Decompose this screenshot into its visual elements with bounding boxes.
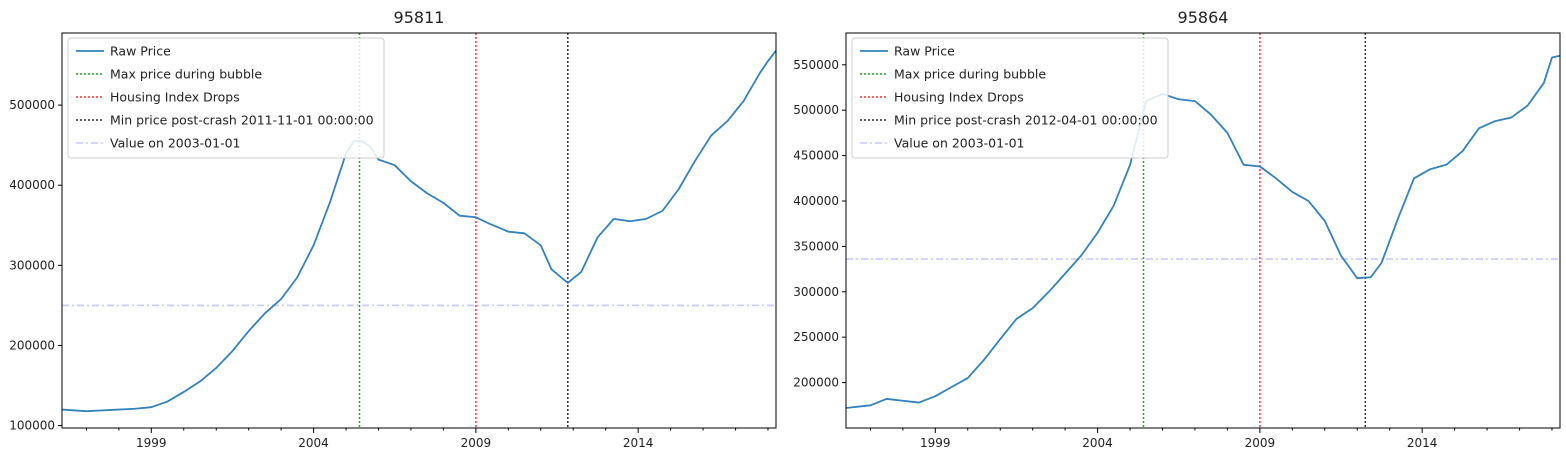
y-tick-label: 400000	[9, 178, 55, 192]
chart-panel-95864: 95864 200000 250000 300000 350000 400000 45000…	[793, 8, 1561, 450]
price-series-line	[61, 50, 777, 413]
x-tick-label: 2014	[1407, 436, 1438, 450]
legend-label: Max price during bubble	[110, 67, 262, 82]
legend-label: Raw Price	[110, 44, 171, 59]
legend-label: Value on 2003-01-01	[110, 136, 241, 151]
x-tick-label: 2014	[623, 436, 654, 450]
legend-box	[67, 37, 385, 159]
x-tick-label: 2004	[1082, 436, 1113, 450]
legend-label: Raw Price	[894, 44, 955, 59]
y-tick-label: 250000	[793, 330, 839, 344]
y-tick-label: 200000	[9, 338, 55, 352]
x-tick-label: 2009	[461, 436, 492, 450]
y-tick-label: 300000	[793, 285, 839, 299]
y-tick-label: 450000	[793, 149, 839, 163]
legend-box	[851, 37, 1169, 159]
legend-label: Max price during bubble	[894, 67, 1046, 82]
chart-title: 95811	[394, 8, 445, 27]
y-tick-label: 300000	[9, 258, 55, 272]
y-tick-label: 550000	[793, 58, 839, 72]
y-tick-label: 500000	[793, 103, 839, 117]
plot-frame	[845, 32, 1561, 429]
legend-label: Housing Index Drops	[894, 90, 1024, 105]
price-series-line	[845, 54, 1561, 409]
legend-label: Value on 2003-01-01	[894, 136, 1025, 151]
legend-label: Housing Index Drops	[110, 90, 240, 105]
x-tick-label: 2004	[298, 436, 329, 450]
y-tick-label: 200000	[793, 376, 839, 390]
x-tick-label: 1999	[136, 436, 167, 450]
y-tick-label: 100000	[9, 419, 55, 433]
y-tick-label: 350000	[793, 239, 839, 253]
x-tick-label: 1999	[920, 436, 951, 450]
y-tick-label: 400000	[793, 194, 839, 208]
plot-frame	[61, 32, 777, 429]
x-tick-label: 2009	[1245, 436, 1276, 450]
y-tick-label: 500000	[9, 98, 55, 112]
chart-panel-95811: 95811 100000 200000 300000 400000 500000 1999 2…	[9, 8, 777, 450]
legend-label: Min price post-crash 2012-04-01 00:00:00	[894, 113, 1158, 128]
chart-title: 95864	[1178, 8, 1229, 27]
legend-label: Min price post-crash 2011-11-01 00:00:00	[110, 113, 374, 128]
